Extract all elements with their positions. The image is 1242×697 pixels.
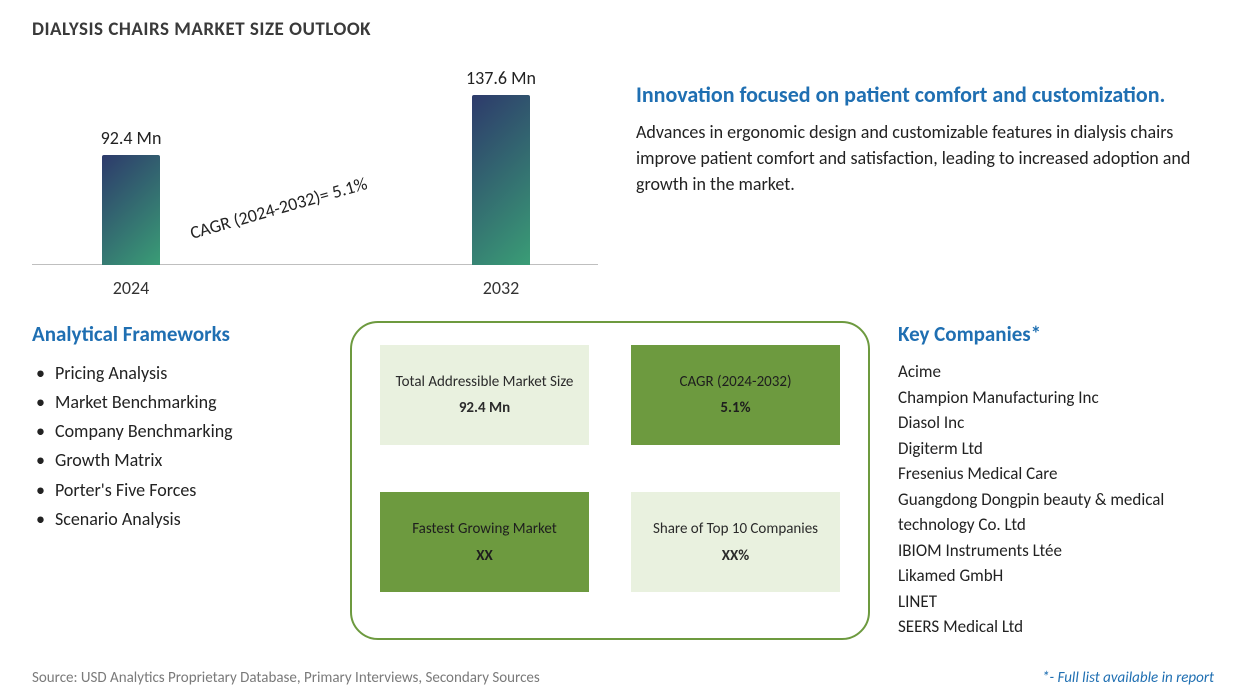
bar-2024-value: 92.4 Mn	[101, 127, 162, 149]
list-item: Fresenius Medical Care	[898, 461, 1214, 487]
infographic-root: DIALYSIS CHAIRS MARKET SIZE OUTLOOK 92.4…	[0, 0, 1242, 697]
list-item: Growth Matrix	[36, 446, 332, 475]
analytical-frameworks: Analytical Frameworks Pricing AnalysisMa…	[32, 321, 332, 640]
frameworks-heading: Analytical Frameworks	[32, 321, 332, 347]
stat-box: Share of Top 10 Companies XX%	[631, 492, 840, 592]
stat-label: Fastest Growing Market	[412, 520, 557, 539]
cagr-annotation: CAGR (2024-2032)= 5.1%	[188, 172, 370, 244]
list-item: Likamed GmbH	[898, 563, 1214, 589]
stat-label: Total Addressible Market Size	[396, 373, 574, 392]
footer: Source: USD Analytics Proprietary Databa…	[32, 669, 1214, 687]
bar-2024	[102, 155, 160, 265]
footer-note: *- Full list available in report	[1042, 669, 1214, 687]
list-item: SEERS Medical Ltd	[898, 614, 1214, 640]
list-item: Guangdong Dongpin beauty & medical techn…	[898, 487, 1214, 538]
top-row: 92.4 Mn 2024 137.6 Mn 2032 CAGR (2024-20…	[32, 47, 1214, 307]
stats-card: Total Addressible Market Size 92.4 Mn CAGR…	[350, 321, 870, 640]
blurb-body: Advances in ergonomic design and customi…	[636, 119, 1204, 197]
bar-2024-year: 2024	[113, 277, 150, 299]
stat-value: XX%	[722, 547, 749, 565]
stat-box: CAGR (2024-2032) 5.1%	[631, 345, 840, 445]
list-item: LINET	[898, 589, 1214, 615]
market-size-bar-chart: 92.4 Mn 2024 137.6 Mn 2032 CAGR (2024-20…	[32, 47, 602, 307]
bar-2032	[472, 95, 530, 265]
list-item: Champion Manufacturing Inc	[898, 385, 1214, 411]
list-item: Pricing Analysis	[36, 359, 332, 388]
companies-list: AcimeChampion Manufacturing IncDiasol In…	[898, 359, 1214, 640]
blurb-title: Innovation focused on patient comfort an…	[636, 81, 1204, 109]
bar-2032-year: 2032	[483, 277, 520, 299]
list-item: Digiterm Ltd	[898, 436, 1214, 462]
page-title: DIALYSIS CHAIRS MARKET SIZE OUTLOOK	[32, 18, 1214, 41]
bottom-row: Analytical Frameworks Pricing AnalysisMa…	[32, 321, 1214, 640]
stat-value: XX	[476, 547, 493, 565]
companies-heading: Key Companies*	[898, 321, 1214, 347]
stat-label: CAGR (2024-2032)	[679, 373, 791, 392]
stat-box: Total Addressible Market Size 92.4 Mn	[380, 345, 589, 445]
stat-value: 5.1%	[720, 399, 750, 417]
bar-2032-value: 137.6 Mn	[466, 67, 536, 89]
list-item: Diasol Inc	[898, 410, 1214, 436]
list-item: Scenario Analysis	[36, 505, 332, 534]
list-item: Company Benchmarking	[36, 417, 332, 446]
key-companies: Key Companies* AcimeChampion Manufacturi…	[888, 321, 1214, 640]
frameworks-list: Pricing AnalysisMarket BenchmarkingCompa…	[32, 359, 332, 534]
stat-box: Fastest Growing Market XX	[380, 492, 589, 592]
list-item: IBIOM Instruments Ltée	[898, 538, 1214, 564]
list-item: Porter's Five Forces	[36, 476, 332, 505]
list-item: Acime	[898, 359, 1214, 385]
footer-source: Source: USD Analytics Proprietary Databa…	[32, 669, 540, 687]
insight-blurb: Innovation focused on patient comfort an…	[636, 47, 1214, 307]
stat-value: 92.4 Mn	[459, 399, 510, 417]
stat-label: Share of Top 10 Companies	[653, 520, 818, 539]
list-item: Market Benchmarking	[36, 388, 332, 417]
